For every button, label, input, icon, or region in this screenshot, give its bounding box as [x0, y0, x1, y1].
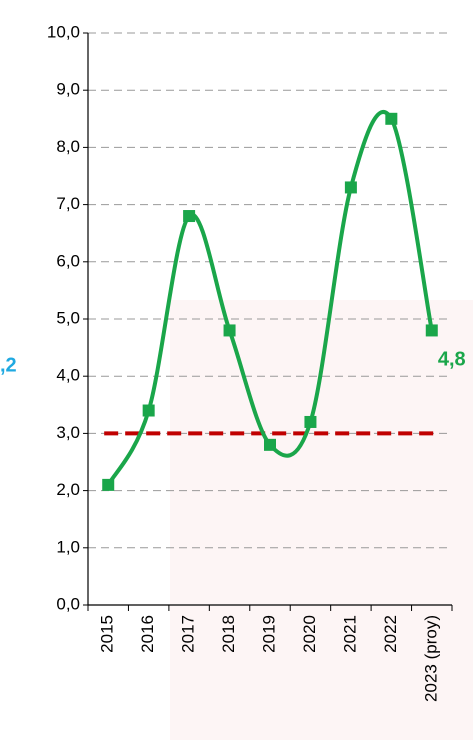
x-tick-label: 2023 (proy)	[421, 615, 440, 702]
value-label: 4,8	[438, 349, 466, 371]
marker	[425, 324, 438, 337]
marker	[183, 210, 196, 223]
y-tick-label: 0,0	[56, 594, 80, 613]
x-tick-label: 2019	[259, 615, 278, 653]
marker	[102, 478, 115, 491]
x-tick-label: 2022	[381, 615, 400, 653]
marker	[264, 438, 276, 451]
x-tick-label: 2018	[219, 615, 238, 653]
y-tick-label: 8,0	[56, 137, 80, 156]
side-label: ,2	[0, 354, 17, 376]
x-tick-label: 2016	[138, 615, 157, 653]
y-tick-label: 5,0	[56, 308, 80, 327]
x-tick-label: 2015	[98, 615, 117, 653]
marker	[142, 404, 155, 417]
y-tick-label: 9,0	[56, 80, 80, 99]
y-tick-label: 1,0	[56, 537, 80, 556]
x-tick-label: 2017	[179, 615, 198, 653]
marker	[223, 324, 236, 337]
y-tick-label: 10,0	[47, 22, 80, 41]
marker	[304, 415, 317, 428]
y-tick-label: 6,0	[56, 251, 80, 270]
y-tick-label: 7,0	[56, 194, 80, 213]
y-tick-label: 2,0	[56, 480, 80, 499]
x-tick-label: 2020	[300, 615, 319, 653]
x-tick-label: 2021	[340, 615, 359, 653]
marker	[344, 181, 357, 194]
y-tick-label: 3,0	[56, 423, 80, 442]
y-tick-label: 4,0	[56, 366, 80, 385]
marker	[385, 112, 398, 125]
